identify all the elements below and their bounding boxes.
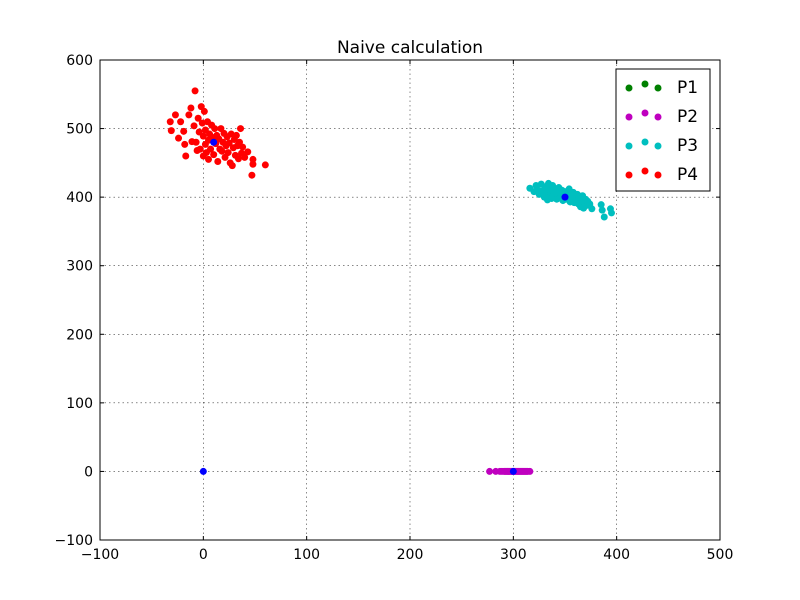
point-p3 (588, 205, 596, 213)
point-p4 (237, 125, 245, 133)
point-p4 (218, 147, 226, 155)
y-tick-label: 500 (66, 122, 93, 138)
centroid-point (509, 467, 517, 475)
y-tick-label: 200 (66, 327, 93, 343)
point-p2 (526, 467, 534, 475)
point-p4 (232, 131, 240, 139)
x-tick-label: 300 (500, 547, 527, 563)
point-p4 (191, 87, 199, 95)
point-p4 (211, 125, 219, 133)
point-p3 (598, 206, 606, 214)
x-tick-label: −100 (81, 547, 119, 563)
point-p4 (166, 118, 174, 126)
point-p4 (187, 104, 195, 112)
legend-label-p4: P4 (677, 165, 698, 185)
legend-marker-p4 (641, 167, 649, 175)
point-p4 (190, 122, 198, 130)
point-p4 (185, 111, 193, 119)
point-p4 (192, 138, 200, 146)
y-tick-label: 100 (66, 396, 93, 412)
point-p4 (167, 127, 175, 135)
axis-tick-labels: −100 0 100 200 300 400 500 −100 0 100 200 300 400 500… (55, 53, 734, 563)
point-p4 (239, 143, 247, 151)
point-p4 (199, 132, 207, 140)
point-p4 (248, 171, 256, 179)
point-p4 (228, 162, 236, 170)
point-p4 (175, 134, 183, 142)
x-tick-label: 400 (603, 547, 630, 563)
point-p4 (180, 127, 188, 135)
point-p4 (207, 145, 215, 153)
y-tick-label: 300 (66, 259, 93, 275)
grid (100, 60, 720, 540)
point-p4 (225, 139, 233, 147)
legend-marker-p3 (654, 142, 662, 150)
legend-label-p2: P2 (677, 107, 698, 127)
point-p4 (210, 151, 218, 159)
centroid-point (210, 138, 218, 146)
centroid-point (199, 467, 207, 475)
point-p4 (249, 160, 257, 168)
centroid-point (561, 193, 569, 201)
point-p4 (224, 149, 232, 157)
point-p3 (597, 201, 605, 209)
point-p4 (200, 107, 208, 115)
legend-marker-p1 (641, 80, 649, 88)
point-p4 (177, 118, 185, 126)
legend-marker-p4 (625, 171, 633, 179)
legend-label-p1: P1 (677, 78, 698, 98)
point-p4 (261, 161, 269, 169)
point-p4 (171, 111, 179, 119)
centroid-points (199, 138, 569, 475)
point-p4 (182, 152, 190, 160)
point-p2 (486, 467, 494, 475)
point-p4 (196, 145, 204, 153)
legend-marker-p1 (625, 84, 633, 92)
x-tick-label: 200 (397, 547, 424, 563)
point-p4 (249, 155, 257, 163)
point-p4 (241, 153, 249, 161)
y-tick-label: 0 (84, 464, 93, 480)
x-tick-label: 500 (707, 547, 734, 563)
legend-marker-p3 (641, 138, 649, 146)
x-tick-label: 100 (293, 547, 320, 563)
legend-marker-p2 (641, 109, 649, 117)
point-p4 (181, 140, 189, 148)
y-tick-label: 400 (66, 190, 93, 206)
legend: P1 P2 P3 P4 (615, 68, 711, 192)
y-tick-label: 600 (66, 53, 93, 69)
legend-marker-p3 (625, 142, 633, 150)
point-p4 (205, 155, 212, 163)
legend-marker-p2 (654, 113, 662, 121)
point-p4 (234, 155, 242, 163)
axis-ticks (99, 59, 721, 541)
legend-marker-p2 (625, 113, 633, 121)
chart-title: Naive calculation (337, 38, 483, 58)
point-p4 (244, 148, 252, 156)
point-p4 (194, 114, 202, 122)
point-p3 (608, 209, 615, 217)
legend-marker-p1 (654, 84, 662, 92)
legend-marker-p4 (654, 171, 662, 179)
y-tick-label: −100 (55, 533, 93, 549)
point-p3 (600, 213, 608, 221)
x-tick-label: 0 (199, 547, 208, 563)
point-p4 (214, 157, 222, 165)
legend-label-p3: P3 (677, 136, 698, 156)
